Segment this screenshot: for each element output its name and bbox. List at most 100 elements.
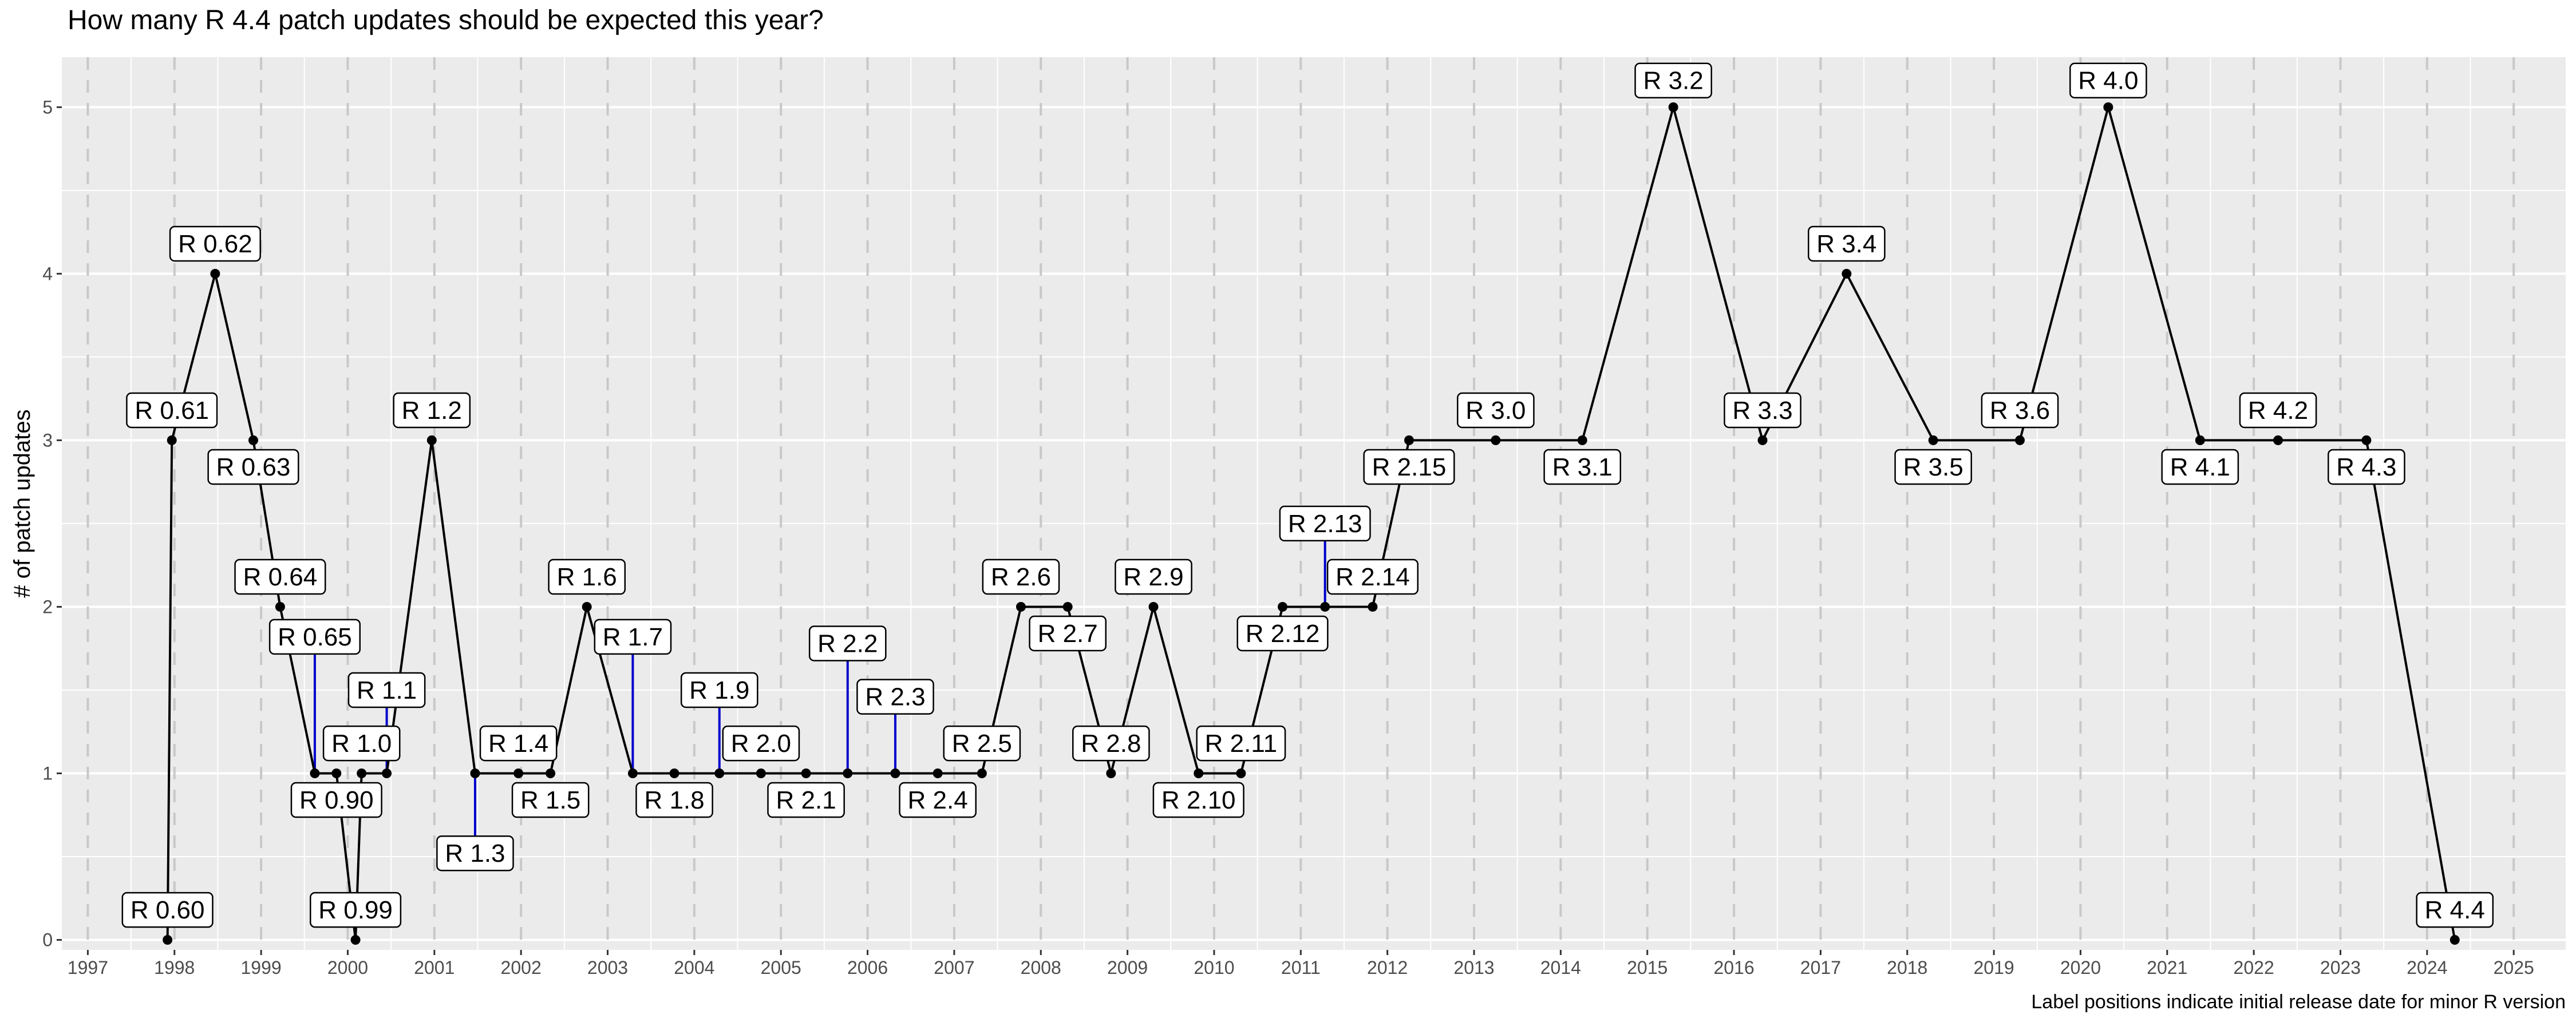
version-label-text: R 0.63 <box>216 453 291 481</box>
version-label: R 1.9 <box>680 672 758 708</box>
version-label-box <box>982 558 1060 595</box>
x-tick-label: 2009 <box>1107 957 1148 978</box>
version-label: R 0.99 <box>310 892 402 928</box>
version-label: R 4.4 <box>2416 892 2494 928</box>
data-point <box>275 601 285 612</box>
version-label-box <box>1072 725 1150 762</box>
data-point <box>1928 435 1938 445</box>
version-label-text: R 1.5 <box>520 786 580 814</box>
x-tick-label: 2025 <box>2494 957 2534 978</box>
x-tick-label: 2011 <box>1281 957 1321 978</box>
data-point <box>801 768 811 778</box>
version-label-text: R 2.4 <box>908 786 968 814</box>
version-label: R 1.8 <box>635 782 713 818</box>
data-point <box>2014 435 2025 445</box>
version-label-text: R 3.1 <box>1552 453 1613 481</box>
x-tick-label: 2021 <box>2147 957 2187 978</box>
x-tick-label: 2015 <box>1627 957 1668 978</box>
version-label-box <box>1543 449 1622 485</box>
version-label-box <box>511 782 590 818</box>
data-point <box>1842 268 1852 279</box>
version-label-box <box>943 725 1021 762</box>
data-point <box>1668 102 1678 112</box>
version-label-box <box>2069 62 2147 98</box>
version-label-box <box>808 625 887 661</box>
data-point <box>310 768 320 778</box>
version-label: R 1.1 <box>347 672 426 708</box>
x-tick-label: 2003 <box>587 957 628 978</box>
version-label-box <box>856 679 934 715</box>
version-label-box <box>2416 892 2494 928</box>
series-points <box>163 102 2460 945</box>
version-label: R 4.3 <box>2328 449 2405 485</box>
x-tick-label: 2016 <box>1713 957 1754 978</box>
version-label-box <box>310 892 402 928</box>
version-label-text: R 3.2 <box>1643 67 1704 95</box>
x-tick-label: 1999 <box>241 957 282 978</box>
version-label: R 2.12 <box>1236 615 1329 652</box>
version-label-text: R 1.0 <box>331 730 392 758</box>
version-label-text: R 0.61 <box>135 397 209 425</box>
version-label: R 3.4 <box>1807 225 1886 262</box>
data-point <box>546 768 556 778</box>
version-label: R 2.3 <box>856 679 934 715</box>
version-label-box <box>548 558 626 595</box>
x-tick-label: 2023 <box>2320 957 2361 978</box>
data-point <box>890 768 900 778</box>
version-label: R 1.4 <box>479 725 558 762</box>
version-label-text: R 2.1 <box>776 786 836 814</box>
data-point <box>933 768 943 778</box>
chart-title: How many R 4.4 patch updates should be e… <box>68 5 824 35</box>
version-label-box <box>1326 558 1419 595</box>
version-label-text: R 2.0 <box>731 730 791 758</box>
version-label-text: R 0.99 <box>318 896 393 924</box>
data-point <box>1368 601 1378 612</box>
data-point <box>1062 601 1073 612</box>
version-label-text: R 1.3 <box>445 839 505 867</box>
version-label-text: R 0.60 <box>131 896 205 924</box>
y-tick-label: 3 <box>42 430 53 450</box>
data-point <box>1757 435 1768 445</box>
data-point <box>2273 435 2283 445</box>
data-point <box>2195 435 2205 445</box>
version-label-text: R 0.65 <box>278 623 352 651</box>
version-label: R 1.3 <box>436 835 514 871</box>
data-point <box>627 768 638 778</box>
version-label: R 2.8 <box>1072 725 1150 762</box>
version-label-text: R 4.3 <box>2336 453 2396 481</box>
version-label-box <box>1981 392 2059 429</box>
version-label-text: R 3.0 <box>1465 397 1526 425</box>
x-tick-label: 2005 <box>761 957 801 978</box>
version-label-box <box>347 672 426 708</box>
version-label-box <box>2328 449 2405 485</box>
chart-caption: Label positions indicate initial release… <box>2031 991 2566 1013</box>
version-label-text: R 4.0 <box>2078 67 2138 95</box>
version-label-text: R 1.9 <box>689 676 749 704</box>
x-tick-label: 2020 <box>2060 957 2101 978</box>
version-label-box <box>1029 615 1107 652</box>
plot-panel <box>62 57 2566 950</box>
version-label-box <box>635 782 713 818</box>
version-label-text: R 1.6 <box>557 563 617 591</box>
version-label: R 4.0 <box>2069 62 2147 98</box>
x-tick-label: 2007 <box>934 957 974 978</box>
x-tick-label: 2019 <box>1973 957 2014 978</box>
version-label-box <box>268 619 361 655</box>
data-point <box>2449 935 2460 945</box>
x-tick-label: 2022 <box>2234 957 2274 978</box>
version-label-box <box>169 225 261 262</box>
version-label-text: R 2.11 <box>1205 730 1277 758</box>
version-label-text: R 4.2 <box>2248 397 2308 425</box>
version-label-text: R 2.2 <box>817 629 878 657</box>
version-label-text: R 2.7 <box>1038 620 1098 648</box>
version-label-box <box>436 835 514 871</box>
version-label-text: R 4.1 <box>2170 453 2230 481</box>
x-tick-label: 2024 <box>2407 957 2447 978</box>
x-tick-label: 1997 <box>68 957 108 978</box>
version-label-box <box>1363 449 1455 485</box>
data-point <box>350 935 361 945</box>
data-point <box>1404 435 1414 445</box>
version-label-text: R 2.8 <box>1081 730 1141 758</box>
version-label-box <box>1807 225 1886 262</box>
data-point <box>2103 102 2113 112</box>
